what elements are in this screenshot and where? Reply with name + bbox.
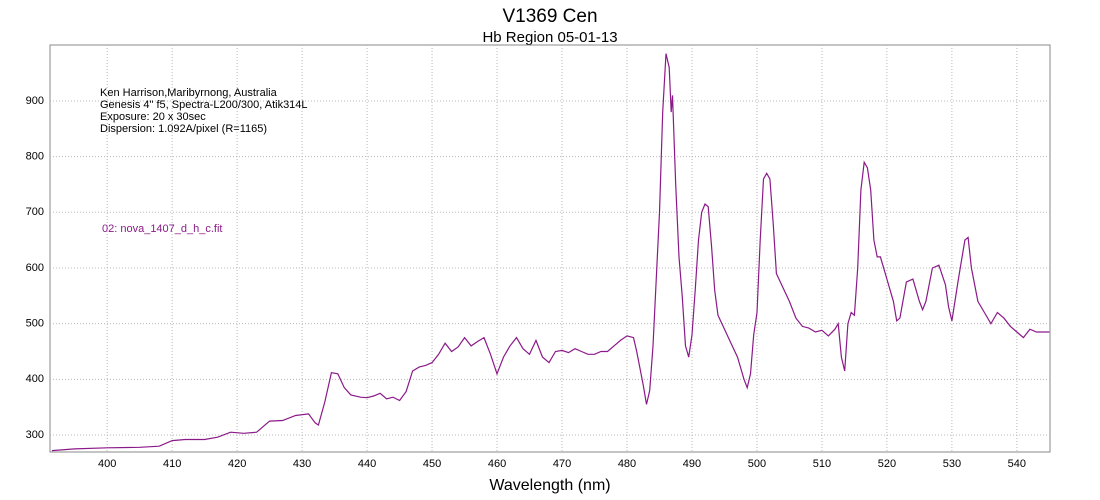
x-tick-label: 410: [163, 458, 181, 470]
annotation: Dispersion: 1.092A/pixel (R=1165): [100, 123, 267, 135]
x-tick-label: 500: [748, 458, 766, 470]
spectrum-line: [51, 53, 1050, 452]
x-tick-label: 490: [683, 458, 701, 470]
x-tick-label: 420: [228, 458, 246, 470]
annotation: Ken Harrison,Maribyrnong, Australia: [100, 87, 278, 99]
y-tick-label: 300: [26, 429, 44, 441]
x-tick-label: 480: [618, 458, 636, 470]
chart-subtitle: Hb Region 05-01-13: [482, 29, 617, 46]
annotation: Exposure: 20 x 30sec: [100, 111, 206, 123]
y-tick-label: 800: [26, 151, 44, 163]
y-tick-label: 400: [26, 373, 44, 385]
x-tick-label: 430: [293, 458, 311, 470]
x-tick-label: 440: [358, 458, 376, 470]
x-tick-label: 540: [1008, 458, 1026, 470]
plot-frame: [49, 44, 1051, 453]
y-tick-label: 700: [26, 206, 44, 218]
y-tick-label: 900: [26, 95, 44, 107]
y-tick-label: 500: [26, 318, 44, 330]
annotation: Genesis 4" f5, Spectra-L200/300, Atik314…: [100, 99, 308, 111]
x-tick-label: 450: [423, 458, 441, 470]
x-tick-label: 530: [943, 458, 961, 470]
x-tick-label: 470: [553, 458, 571, 470]
y-tick-label: 600: [26, 262, 44, 274]
chart-title: V1369 Cen: [502, 6, 597, 27]
x-axis-label: Wavelength (nm): [489, 477, 610, 494]
x-tick-label: 520: [878, 458, 896, 470]
legend-label: 02: nova_1407_d_h_c.fit: [102, 223, 223, 235]
x-tick-label: 400: [98, 458, 116, 470]
x-tick-label: 510: [813, 458, 831, 470]
x-tick-label: 460: [488, 458, 506, 470]
